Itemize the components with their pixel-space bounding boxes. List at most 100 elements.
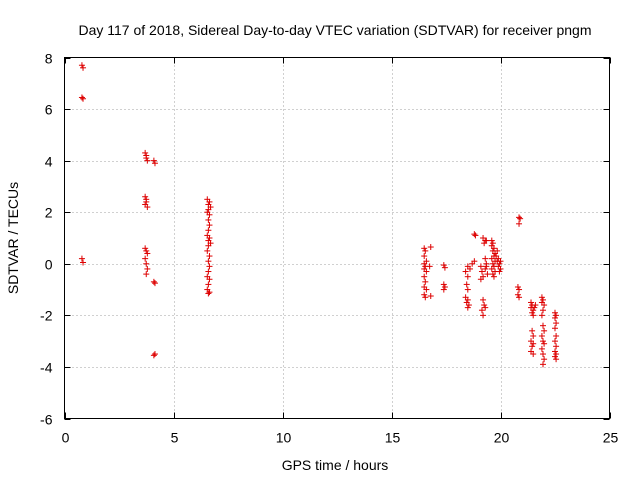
data-point xyxy=(426,263,433,270)
data-point xyxy=(530,312,537,319)
data-point xyxy=(488,265,495,272)
data-point xyxy=(142,255,149,262)
data-point xyxy=(423,268,430,275)
data-point xyxy=(514,283,521,290)
data-point xyxy=(205,281,212,288)
data-point xyxy=(481,302,488,309)
data-point xyxy=(80,95,87,102)
data-point xyxy=(205,216,212,223)
data-point xyxy=(477,276,484,283)
data-point xyxy=(490,273,497,280)
data-point xyxy=(466,265,473,272)
data-point xyxy=(529,327,536,334)
data-point xyxy=(477,263,484,270)
data-point xyxy=(421,245,428,252)
data-point xyxy=(441,283,448,290)
data-point xyxy=(478,307,485,314)
data-point xyxy=(462,268,469,275)
data-point xyxy=(205,242,212,249)
data-point xyxy=(532,302,539,309)
data-point xyxy=(144,265,151,272)
data-point xyxy=(464,296,471,303)
y-tick-label: -6 xyxy=(40,412,53,428)
data-point xyxy=(440,286,447,293)
y-tick-label: -4 xyxy=(40,360,53,376)
data-point xyxy=(514,291,521,298)
data-point xyxy=(78,255,85,262)
data-point xyxy=(553,343,560,350)
y-tick-label: 8 xyxy=(45,51,53,67)
data-point xyxy=(552,309,558,316)
data-point xyxy=(538,345,545,352)
data-point xyxy=(440,262,447,269)
data-point xyxy=(142,245,149,252)
data-point xyxy=(205,258,212,265)
data-point xyxy=(529,309,536,316)
data-point xyxy=(206,211,213,218)
data-point xyxy=(151,160,158,167)
axis-ticks xyxy=(64,57,611,420)
data-point xyxy=(463,281,470,288)
data-point xyxy=(553,332,560,339)
data-point xyxy=(206,276,213,283)
data-point xyxy=(80,64,87,71)
data-point xyxy=(143,196,150,203)
data-point xyxy=(150,157,157,164)
data-point xyxy=(421,253,428,260)
data-point xyxy=(206,198,213,205)
data-point xyxy=(516,214,523,221)
data-point xyxy=(205,290,212,297)
data-point xyxy=(516,286,523,293)
y-tick-label: 4 xyxy=(45,154,53,170)
y-tick-label: 0 xyxy=(45,257,53,273)
data-point xyxy=(484,271,491,278)
data-point xyxy=(471,231,478,238)
data-point xyxy=(538,312,545,319)
data-point xyxy=(480,296,487,303)
data-point xyxy=(497,258,504,265)
tick-labels: 0 5 10 15 20 25 -6 -4 -2 0 2 4 6 8 xyxy=(40,51,618,446)
data-point xyxy=(538,332,545,339)
data-point xyxy=(494,247,501,254)
data-point xyxy=(143,247,150,254)
x-tick-label: 25 xyxy=(603,430,619,446)
data-point xyxy=(205,268,212,275)
data-point xyxy=(530,307,537,314)
data-point xyxy=(464,273,471,280)
data-point xyxy=(482,265,489,272)
data-point xyxy=(423,286,430,293)
data-point xyxy=(144,204,151,211)
data-point xyxy=(422,294,429,301)
data-point xyxy=(540,338,547,345)
data-point xyxy=(489,240,496,247)
data-point xyxy=(517,215,524,222)
data-point xyxy=(143,152,150,159)
data-point xyxy=(483,263,490,270)
data-point xyxy=(528,299,535,306)
data-point xyxy=(497,265,504,272)
data-point xyxy=(489,260,496,267)
data-point xyxy=(496,268,503,275)
data-point xyxy=(465,302,472,309)
data-point xyxy=(541,356,548,363)
data-point xyxy=(529,343,536,350)
data-point xyxy=(142,193,149,200)
data-point xyxy=(421,291,428,298)
data-point xyxy=(421,260,428,267)
data-point xyxy=(464,304,471,311)
data-point xyxy=(144,250,151,257)
data-point xyxy=(421,273,428,280)
data-point xyxy=(151,351,158,358)
data-point xyxy=(553,320,560,327)
data-point xyxy=(205,227,212,234)
x-axis-label: GPS time / hours xyxy=(282,457,389,473)
data-point xyxy=(472,232,479,239)
data-point xyxy=(204,247,211,254)
data-point xyxy=(471,258,478,265)
data-point xyxy=(540,307,547,314)
x-tick-label: 0 xyxy=(62,430,70,446)
data-point xyxy=(530,351,537,358)
data-point xyxy=(489,271,496,278)
data-point xyxy=(440,281,447,288)
